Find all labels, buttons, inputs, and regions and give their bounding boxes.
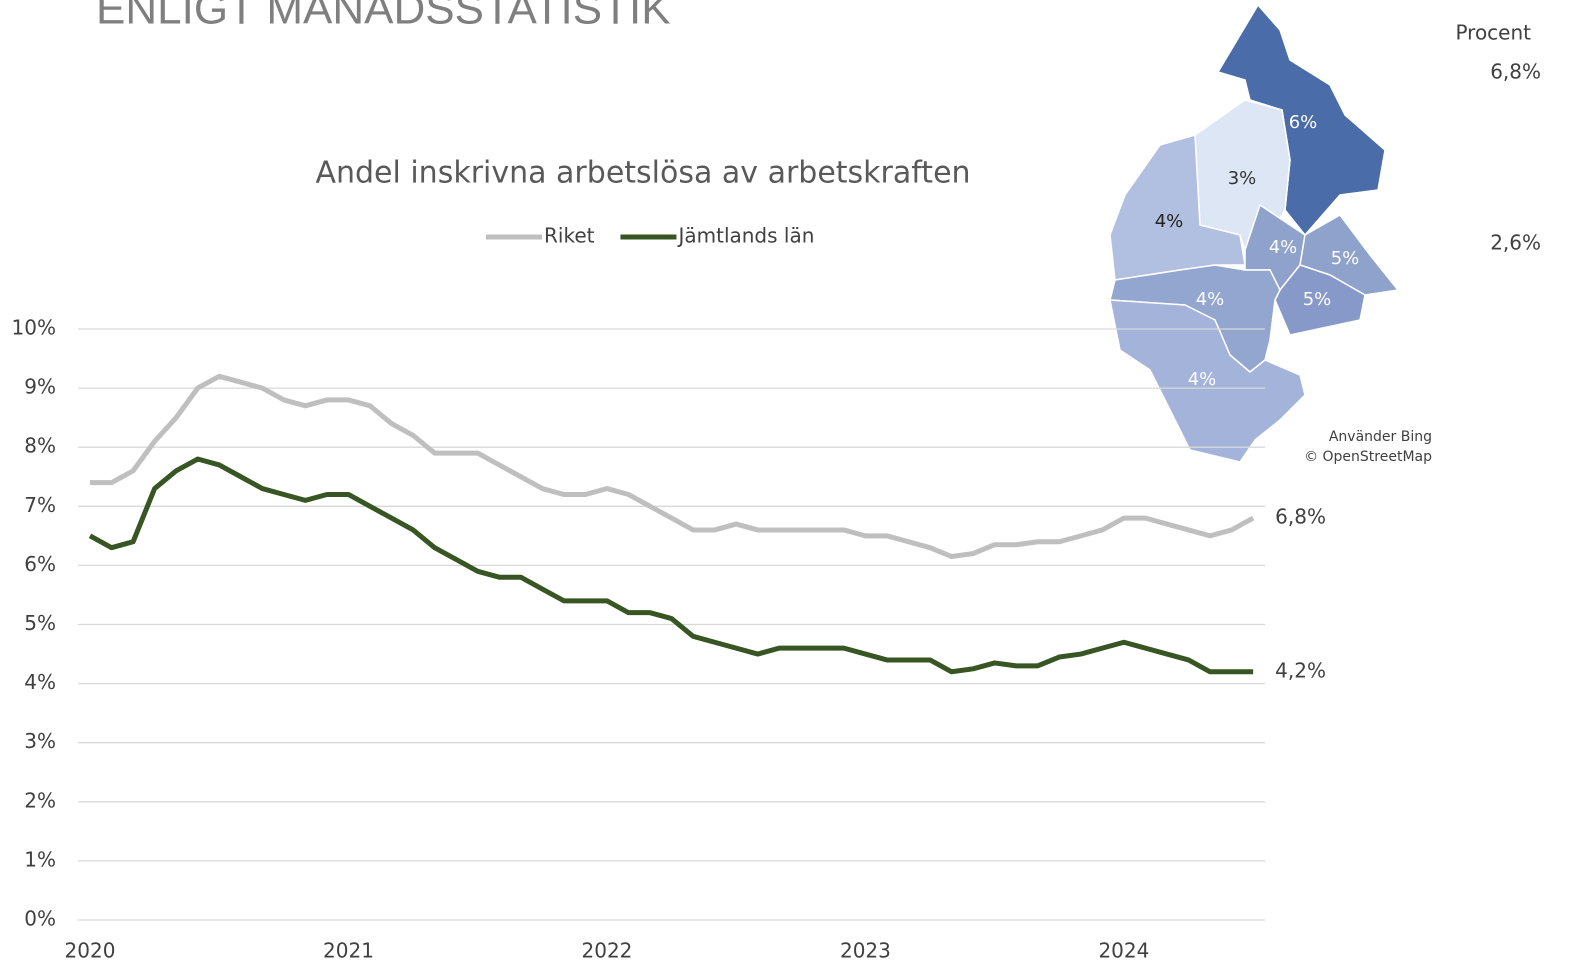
x-tick-label: 2020 xyxy=(65,939,116,963)
map-legend-min: 2,6% xyxy=(1490,231,1541,255)
legend-label: Jämtlands län xyxy=(676,224,814,248)
y-tick-label: 9% xyxy=(24,375,56,399)
legend-label: Riket xyxy=(544,224,595,248)
data-label: 4,2% xyxy=(1275,658,1326,682)
map-label: 4% xyxy=(1196,289,1225,310)
chart-title: Andel inskrivna arbetslösa av arbetskraf… xyxy=(315,156,970,191)
map-legend-title: Procent xyxy=(1455,21,1531,45)
y-tick-label: 8% xyxy=(24,434,56,458)
x-tick-label: 2024 xyxy=(1098,939,1149,963)
y-tick-label: 10% xyxy=(12,316,56,340)
series-line xyxy=(88,456,1254,675)
map-label: 4% xyxy=(1188,369,1217,390)
y-tick-label: 0% xyxy=(24,907,56,931)
map-label: 4% xyxy=(1269,237,1298,258)
map-region xyxy=(1109,299,1306,463)
map-legend-max: 6,8% xyxy=(1490,60,1541,84)
map-label: 3% xyxy=(1228,168,1257,189)
map-label: 6% xyxy=(1289,112,1318,133)
map-label: 5% xyxy=(1303,289,1332,310)
y-tick-label: 5% xyxy=(24,611,56,635)
series-line xyxy=(90,373,1255,560)
map: 6% 3% 4% 4% 5% 5% 4% 4% Använder Bing © … xyxy=(1109,3,1541,465)
slide-title: ENLIGT MÅNADSSTATISTIK xyxy=(96,0,671,34)
map-attribution: © OpenStreetMap xyxy=(1304,449,1432,465)
y-tick-label: 7% xyxy=(24,493,56,517)
y-tick-label: 3% xyxy=(24,729,56,753)
x-tick-label: 2021 xyxy=(323,939,374,963)
data-label: 6,8% xyxy=(1275,505,1326,529)
x-tick-label: 2022 xyxy=(582,939,633,963)
x-tick-label: 2023 xyxy=(840,939,891,963)
map-label: 4% xyxy=(1155,211,1184,232)
y-tick-label: 1% xyxy=(24,847,56,871)
y-tick-label: 6% xyxy=(24,552,56,576)
y-tick-label: 2% xyxy=(24,788,56,812)
map-attribution: Använder Bing xyxy=(1329,429,1432,445)
y-tick-label: 4% xyxy=(24,670,56,694)
map-label: 5% xyxy=(1331,248,1360,269)
